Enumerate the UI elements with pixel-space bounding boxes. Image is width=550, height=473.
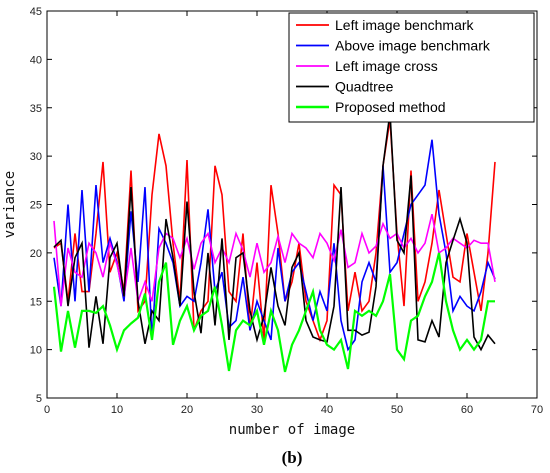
legend-label: Left image benchmark: [335, 17, 475, 33]
legend: Left image benchmark Above image benchmar…: [288, 12, 535, 123]
y-tick-label: 30: [30, 151, 42, 163]
y-tick-label: 25: [30, 200, 42, 212]
x-tick-label: 20: [181, 404, 193, 416]
x-tick-label: 30: [251, 404, 263, 416]
legend-label: Proposed method: [335, 99, 446, 115]
series-line-3: [53, 214, 496, 307]
y-tick-label: 15: [30, 296, 42, 308]
legend-box: [288, 12, 535, 123]
legend-label: Left image cross: [335, 58, 438, 74]
legend-label: Quadtree: [335, 79, 394, 95]
x-axis-label: number of image: [229, 422, 355, 438]
x-tick-label: 60: [461, 404, 473, 416]
y-tick-label: 35: [30, 103, 42, 115]
legend-label: Above image benchmark: [335, 38, 491, 54]
y-tick-label: 5: [36, 393, 42, 405]
x-tick-label: 40: [321, 404, 333, 416]
series-lines: [52, 112, 496, 373]
x-tick-label: 50: [391, 404, 403, 416]
x-tick-label: 0: [44, 404, 50, 416]
y-tick-label: 20: [30, 248, 42, 260]
figure-caption: (b): [282, 448, 303, 467]
y-axis-label: variance: [2, 171, 18, 238]
y-tick-label: 40: [30, 54, 42, 66]
x-tick-label: 10: [111, 404, 123, 416]
series-line-2: [53, 139, 496, 352]
axis-ticks: 0 10 20 30 40 50 60 70 5 10 15 20 25 30 35 40 45: [30, 6, 543, 416]
series-line-5: [52, 252, 495, 373]
y-tick-label: 45: [30, 6, 42, 18]
y-tick-label: 10: [30, 345, 42, 357]
series-line-4: [53, 112, 496, 352]
x-tick-label: 70: [531, 404, 543, 416]
